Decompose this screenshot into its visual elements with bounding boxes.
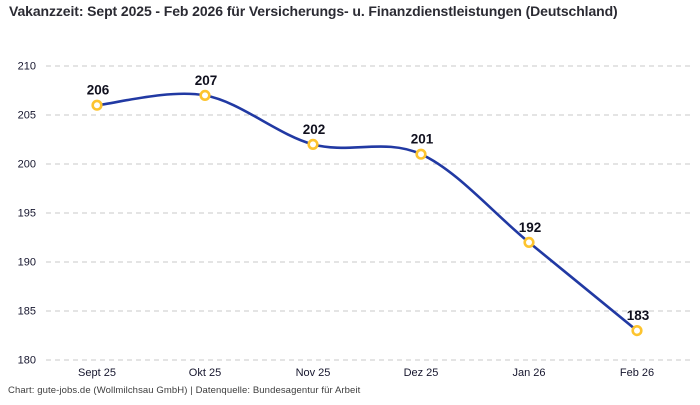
y-tick-label: 205 xyxy=(18,110,36,122)
data-point-marker xyxy=(91,99,103,111)
data-point-label: 201 xyxy=(411,132,434,147)
data-point-marker xyxy=(523,236,535,248)
y-tick-label: 200 xyxy=(18,159,36,171)
x-tick-label: Nov 25 xyxy=(296,367,331,379)
data-point-marker xyxy=(415,148,427,160)
y-tick-label: 185 xyxy=(18,306,36,318)
x-tick-label: Dez 25 xyxy=(404,367,439,379)
y-tick-label: 210 xyxy=(18,61,36,73)
data-point-label: 206 xyxy=(87,83,110,98)
chart-credit: Chart: gute-jobs.de (Wollmilchsau GmbH) … xyxy=(8,385,361,396)
data-point-label: 207 xyxy=(195,73,218,88)
series-line xyxy=(95,92,639,332)
data-point-label: 192 xyxy=(519,220,542,235)
data-point-marker xyxy=(631,325,643,337)
x-tick-label: Sept 25 xyxy=(78,367,116,379)
data-point-marker xyxy=(307,138,319,150)
data-point-marker xyxy=(199,89,211,101)
x-tick-label: Jan 26 xyxy=(512,367,545,379)
chart-title: Vakanzzeit: Sept 2025 - Feb 2026 für Ver… xyxy=(9,3,618,19)
y-tick-label: 190 xyxy=(18,257,36,269)
data-point-label: 202 xyxy=(303,122,326,137)
data-point-label: 183 xyxy=(627,308,650,323)
x-tick-label: Okt 25 xyxy=(189,367,221,379)
x-tick-label: Feb 26 xyxy=(620,367,654,379)
y-tick-label: 195 xyxy=(18,208,36,220)
y-tick-label: 180 xyxy=(18,355,36,367)
